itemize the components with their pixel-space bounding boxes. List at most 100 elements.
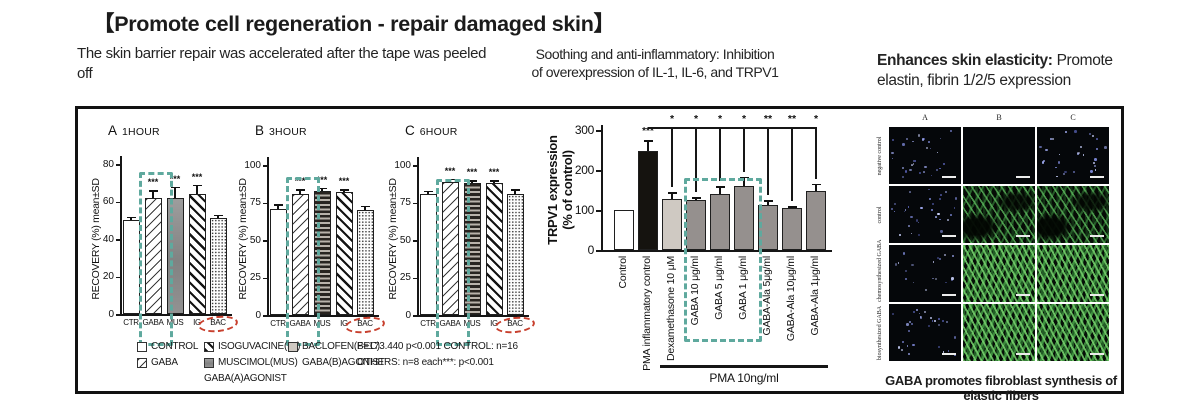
x-tick-label: CTR bbox=[123, 318, 139, 327]
nucleus-dot bbox=[902, 340, 905, 343]
legend-item-muscimol-mus-: MUSCIMOL(MUS) bbox=[204, 357, 298, 368]
bar-bac bbox=[209, 218, 227, 314]
y-tick bbox=[116, 164, 120, 166]
y-tick-label: 50 bbox=[399, 234, 411, 246]
nucleus-dot bbox=[1072, 170, 1076, 173]
panel-letter: B bbox=[255, 123, 265, 138]
sig-bracket-drop bbox=[695, 127, 697, 193]
error-bar bbox=[719, 186, 721, 195]
micro-row-label: control bbox=[877, 206, 883, 223]
error-bar-cap bbox=[489, 180, 499, 182]
scale-bar bbox=[1016, 353, 1030, 355]
nucleus-dot bbox=[1041, 161, 1045, 164]
y-tick bbox=[263, 202, 267, 204]
bar-gaba-ala-5-g-ml bbox=[758, 205, 778, 250]
legend-item-gaba-a-agonist: GABA(A)AGONIST bbox=[204, 373, 287, 384]
legend-swatch bbox=[137, 341, 147, 352]
significance-stars: * bbox=[693, 113, 699, 125]
x-tick-label: MUS bbox=[463, 319, 481, 328]
y-axis-line bbox=[601, 125, 603, 250]
panel-letter: A bbox=[108, 123, 118, 138]
y-tick-label: 100 bbox=[244, 159, 261, 171]
nucleus-dot bbox=[912, 310, 915, 313]
nucleus-dot bbox=[941, 319, 944, 322]
nucleus-dot bbox=[910, 215, 913, 218]
micro-image-fibers-dense bbox=[963, 304, 1035, 361]
nucleus-dot bbox=[1057, 161, 1061, 164]
heading-soothing: Soothing and anti-inflammatory: Inhibiti… bbox=[531, 46, 779, 81]
micro-image-nuclei bbox=[1037, 127, 1109, 184]
scale-bar bbox=[1016, 235, 1030, 237]
panel-title: C 6HOUR bbox=[405, 123, 458, 138]
nucleus-dot bbox=[920, 206, 924, 210]
y-tick bbox=[263, 240, 267, 242]
legend-swatch bbox=[204, 341, 214, 352]
chart-recovery-1hour: A 1HOUR RECOVERY (%) mean±SD 0 20 40 60 80 CTR **… bbox=[88, 113, 243, 358]
chart-recovery-3hour: B 3HOUR RECOVERY (%) mean±SD 0 25 50 75 100 CTR *… bbox=[235, 113, 390, 358]
nucleus-dot bbox=[902, 176, 905, 179]
x-tick-label: MUS bbox=[166, 318, 184, 327]
panel-letter: C bbox=[405, 123, 415, 138]
significance-stars: *** bbox=[294, 176, 306, 186]
legend-label: MUSCIMOL(MUS) bbox=[218, 357, 298, 368]
nucleus-dot bbox=[928, 188, 931, 191]
significance-stars: *** bbox=[466, 167, 478, 177]
error-bar bbox=[815, 183, 817, 191]
nucleus-dot bbox=[953, 336, 957, 339]
error-bar-cap bbox=[317, 187, 327, 189]
nucleus-dot bbox=[945, 320, 949, 324]
error-bar-cap bbox=[423, 190, 433, 192]
x-axis-line bbox=[120, 314, 232, 316]
nucleus-dot bbox=[950, 129, 953, 132]
significance-stars: ** bbox=[763, 113, 773, 125]
error-bar bbox=[671, 192, 673, 199]
micro-image-nuclei bbox=[889, 127, 961, 184]
nucleus-dot bbox=[934, 319, 937, 322]
x-tick-label: GABA bbox=[289, 319, 311, 328]
micro-image-fibers-medium bbox=[963, 186, 1035, 243]
panel-title: B 3HOUR bbox=[255, 123, 307, 138]
scale-bar bbox=[1090, 353, 1104, 355]
micro-row-label: chemosynthesized GABA bbox=[877, 239, 883, 302]
panel-time-label: 1HOUR bbox=[122, 126, 160, 138]
legend-label: GABA(B)AGONIST bbox=[302, 357, 385, 368]
y-tick-label: 0 bbox=[405, 309, 411, 321]
nucleus-dot bbox=[939, 193, 942, 196]
nucleus-dot bbox=[910, 232, 913, 235]
nucleus-dot bbox=[925, 289, 928, 292]
y-tick bbox=[413, 202, 417, 204]
y-tick-label: 50 bbox=[249, 234, 261, 246]
page-title: 【Promote cell regeneration - repair dama… bbox=[93, 12, 615, 36]
legend-swatch bbox=[204, 357, 214, 368]
error-bar-cap bbox=[715, 186, 725, 188]
nucleus-dot bbox=[1077, 152, 1080, 155]
y-tick-label: 300 bbox=[574, 123, 594, 137]
significance-stars: *** bbox=[147, 177, 159, 188]
error-bar-cap bbox=[467, 180, 477, 182]
scale-bar bbox=[1090, 235, 1104, 237]
nucleus-dot bbox=[921, 138, 925, 141]
nucleus-dot bbox=[1090, 170, 1093, 173]
nucleus-dot bbox=[897, 346, 901, 349]
y-axis-line bbox=[417, 157, 419, 315]
y-tick-label: 20 bbox=[102, 271, 114, 282]
y-tick-label: 75 bbox=[399, 197, 411, 208]
error-bar-cap bbox=[192, 184, 202, 187]
nucleus-dot bbox=[918, 312, 921, 315]
bar-gaba-ala-10-g-ml bbox=[782, 208, 802, 250]
nucleus-dot bbox=[912, 140, 914, 143]
nucleus-dot bbox=[947, 350, 950, 352]
scale-bar bbox=[1016, 176, 1030, 178]
error-bar bbox=[471, 180, 473, 183]
bar-gaba-1-g-ml bbox=[734, 186, 754, 250]
nucleus-dot bbox=[1056, 175, 1058, 178]
scale-bar bbox=[942, 176, 956, 178]
nucleus-dot bbox=[891, 138, 895, 142]
error-bar bbox=[695, 197, 697, 201]
nucleus-dot bbox=[905, 270, 908, 273]
error-bar-cap bbox=[126, 216, 136, 218]
y-axis-line bbox=[120, 156, 122, 314]
micro-column-header-c: C bbox=[1070, 113, 1076, 122]
